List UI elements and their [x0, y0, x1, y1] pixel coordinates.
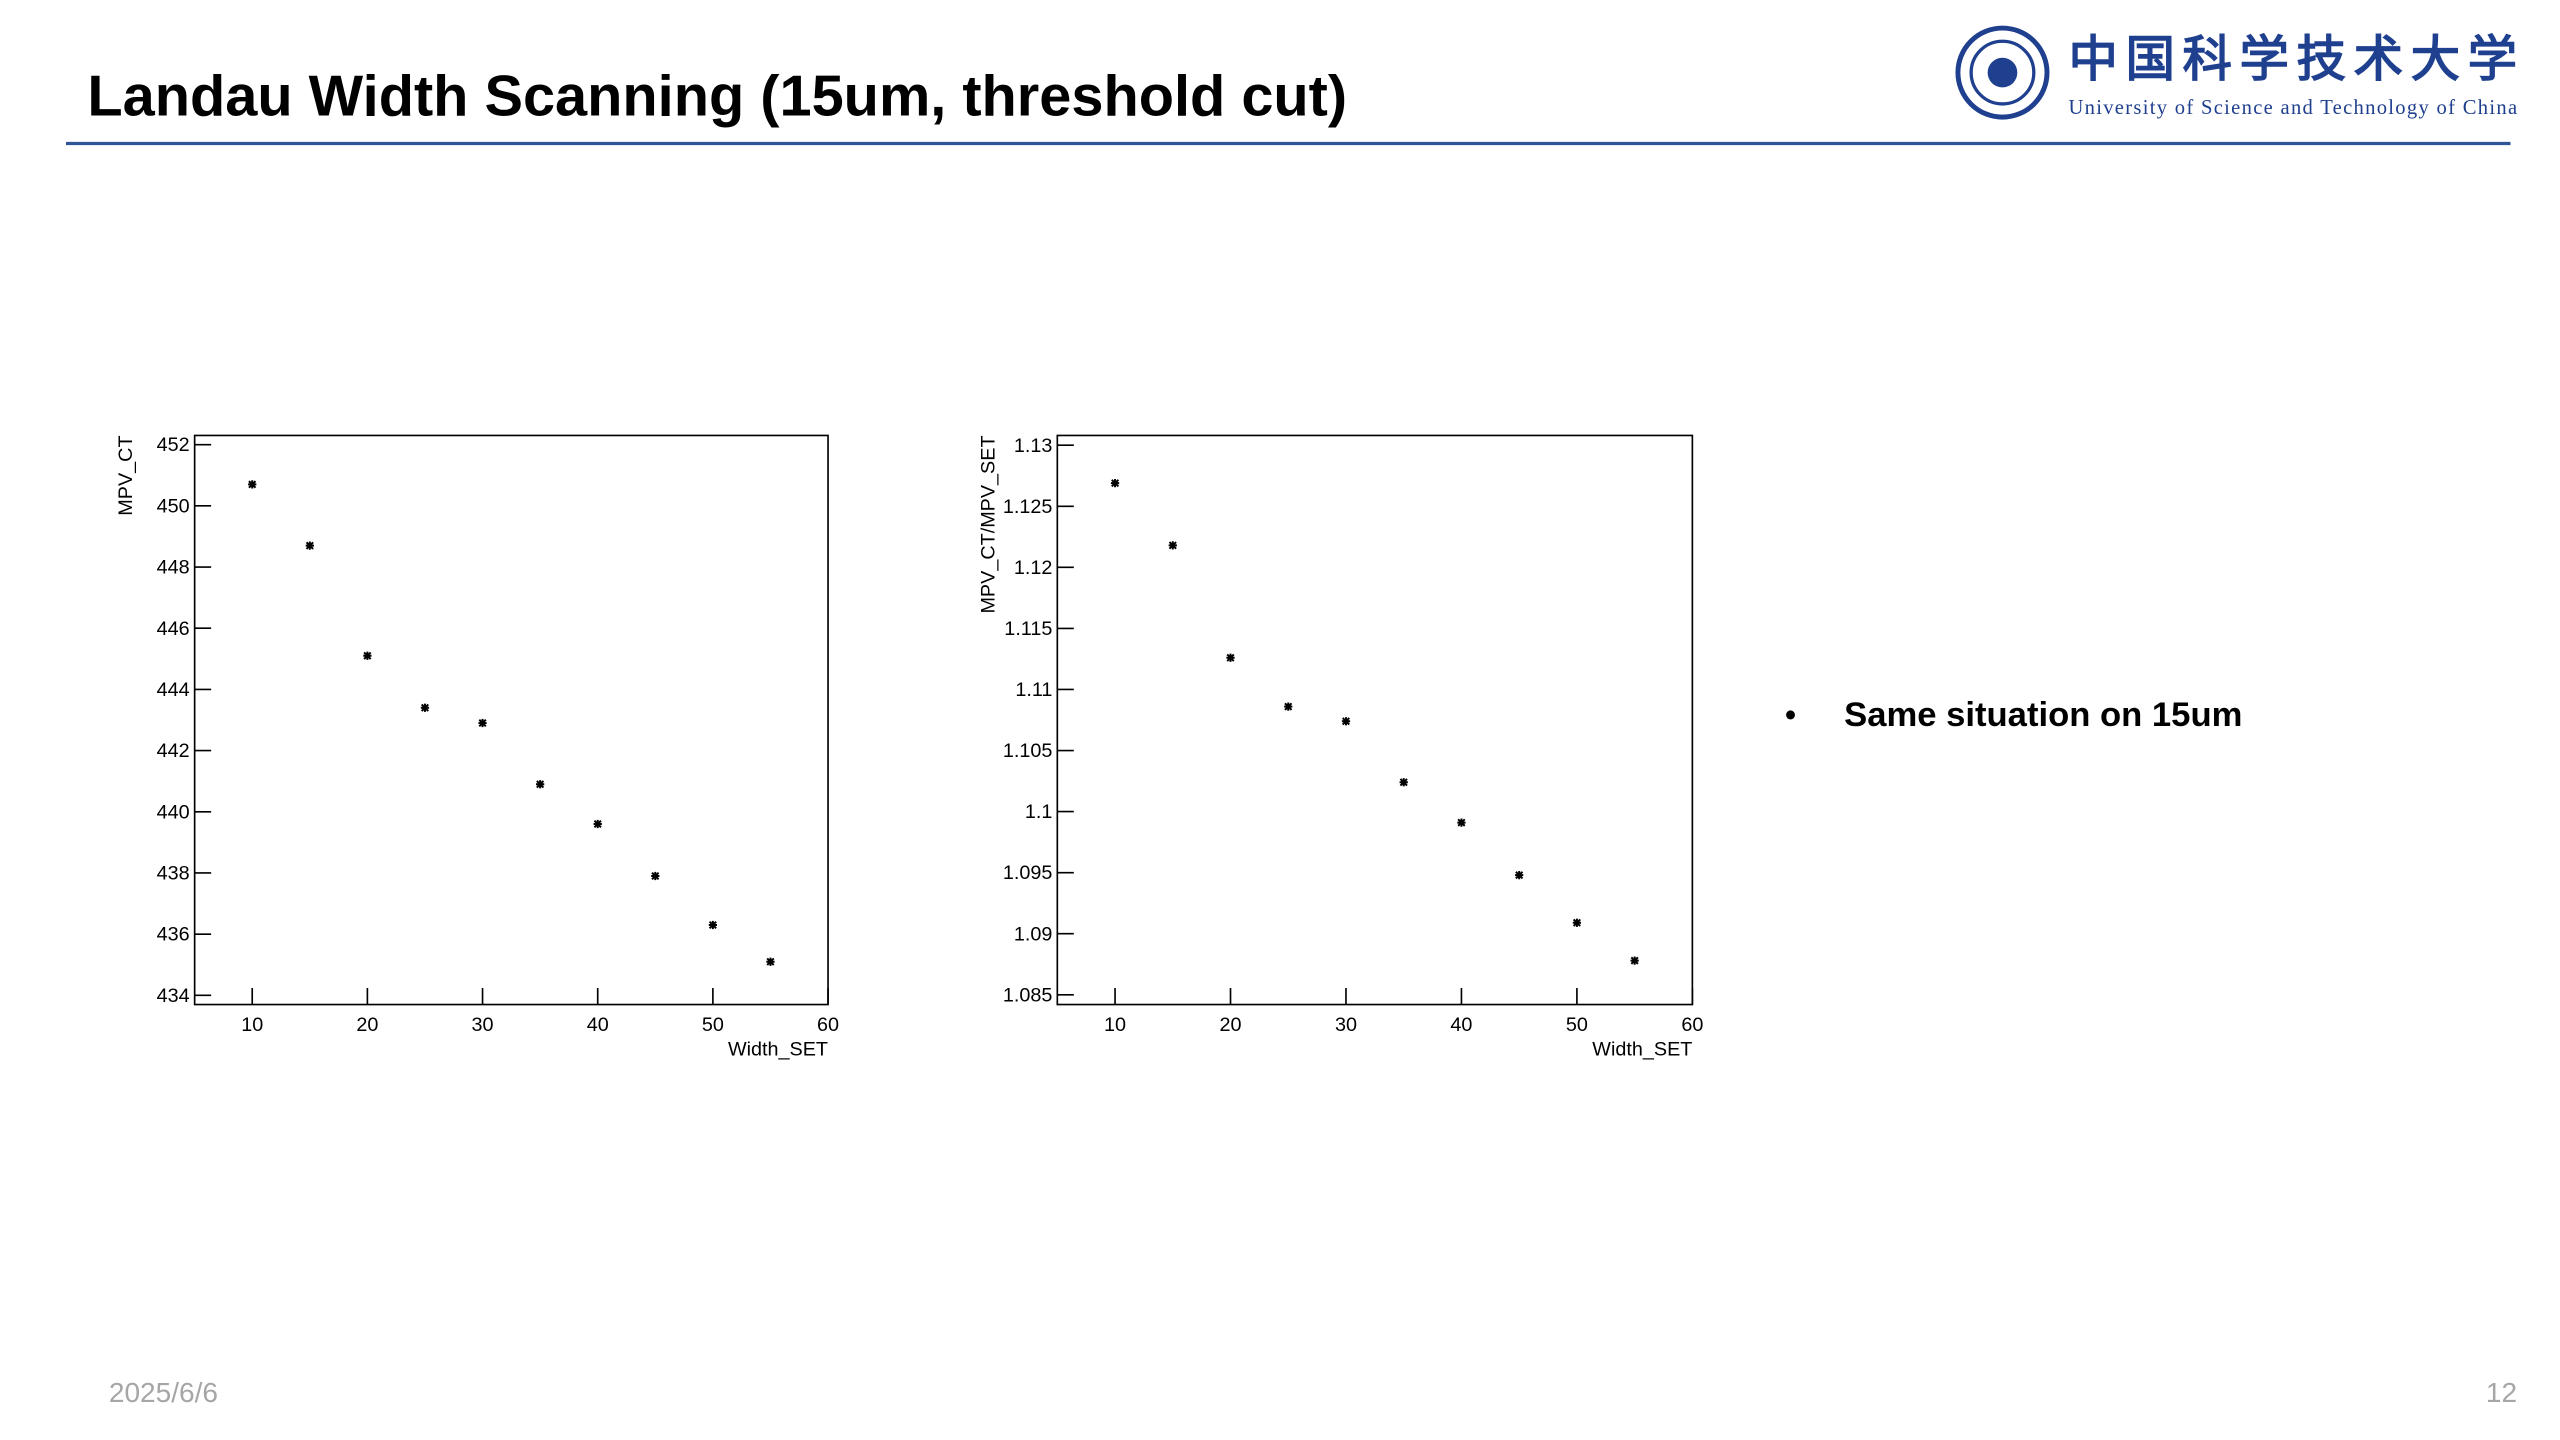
y-tick-label: 434 — [157, 985, 190, 1007]
data-point — [420, 703, 430, 712]
x-axis-title: Width_SET — [728, 1039, 828, 1061]
data-point — [1399, 778, 1408, 787]
plots: 434 436 438 440 442 444 446 448 450 452 10 20 30 40 50… — [115, 434, 1703, 1060]
y-tick-label: 1.1 — [1025, 801, 1053, 823]
y-tick-label: 442 — [157, 740, 190, 762]
x-tick-label: 10 — [1104, 1014, 1126, 1036]
data-point — [1284, 702, 1293, 711]
data-point — [363, 651, 372, 660]
y-axis-title: MPV_CT/MPV_SET — [978, 435, 1000, 613]
data-point — [593, 819, 602, 829]
y-tick-label: 1.09 — [1014, 923, 1053, 945]
y-tick-label: 1.105 — [1003, 740, 1053, 762]
data-point — [1630, 956, 1639, 965]
y-tick-label: 446 — [157, 618, 190, 640]
x-tick-label: 20 — [1220, 1014, 1242, 1036]
footer-date: 2025/6/6 — [109, 1377, 218, 1408]
data-point — [651, 871, 660, 881]
x-tick-label: 40 — [1450, 1014, 1472, 1036]
x-tick-label: 10 — [241, 1014, 263, 1036]
y-tick-label: 438 — [157, 863, 190, 885]
y-tick-label: 1.085 — [1003, 984, 1053, 1006]
data-point — [1168, 541, 1177, 550]
data-point — [1572, 918, 1582, 927]
slide-title: Landau Width Scanning (15um, threshold c… — [87, 64, 1347, 128]
data-point — [305, 541, 314, 550]
y-tick-label: 448 — [157, 557, 190, 579]
x-tick-label: 40 — [587, 1014, 609, 1036]
y-tick-label: 436 — [157, 924, 190, 946]
bullet-dot: • — [1785, 696, 1797, 733]
x-tick-label: 60 — [817, 1014, 839, 1036]
y-tick-label: 1.115 — [1004, 618, 1052, 640]
data-point — [248, 480, 257, 489]
y-tick-label: 1.125 — [1003, 496, 1053, 518]
logo-emblem-core — [1987, 57, 2018, 88]
data-point — [1226, 653, 1235, 662]
bullet-text: Same situation on 15um — [1844, 696, 2242, 734]
y-tick-label: 452 — [157, 434, 190, 456]
y-tick-label: 444 — [157, 679, 190, 701]
data-point — [1457, 818, 1466, 827]
x-tick-label: 30 — [1335, 1014, 1357, 1036]
y-tick-label: 1.12 — [1014, 557, 1053, 579]
x-tick-label: 50 — [1566, 1014, 1588, 1036]
y-tick-label: 1.095 — [1003, 862, 1053, 884]
y-tick-label: 1.13 — [1014, 435, 1053, 457]
x-tick-label: 20 — [356, 1014, 378, 1036]
data-point — [478, 718, 487, 728]
plot-frame — [193, 434, 829, 1006]
y-tick-label: 450 — [157, 495, 190, 517]
data-point — [1515, 870, 1524, 880]
x-tick-label: 30 — [472, 1014, 494, 1036]
y-tick-label: 440 — [157, 801, 190, 823]
data-point — [1110, 478, 1120, 488]
logo-emblem-inner — [1969, 39, 2036, 106]
y-axis-title: MPV_CT — [115, 435, 137, 515]
data-point — [766, 957, 775, 966]
y-tick-label: 1.11 — [1015, 679, 1052, 701]
x-tick-label: 50 — [702, 1014, 724, 1036]
x-axis-title: Width_SET — [1592, 1039, 1692, 1061]
logo-en: University of Science and Technology of … — [2068, 97, 2517, 119]
plot-frame — [1056, 434, 1694, 1006]
footer-page: 12 — [2486, 1377, 2517, 1408]
logo-emblem — [1955, 25, 2050, 120]
data-point — [708, 920, 718, 930]
data-point — [536, 780, 545, 789]
x-tick-label: 60 — [1681, 1014, 1703, 1036]
data-point — [1341, 717, 1351, 726]
